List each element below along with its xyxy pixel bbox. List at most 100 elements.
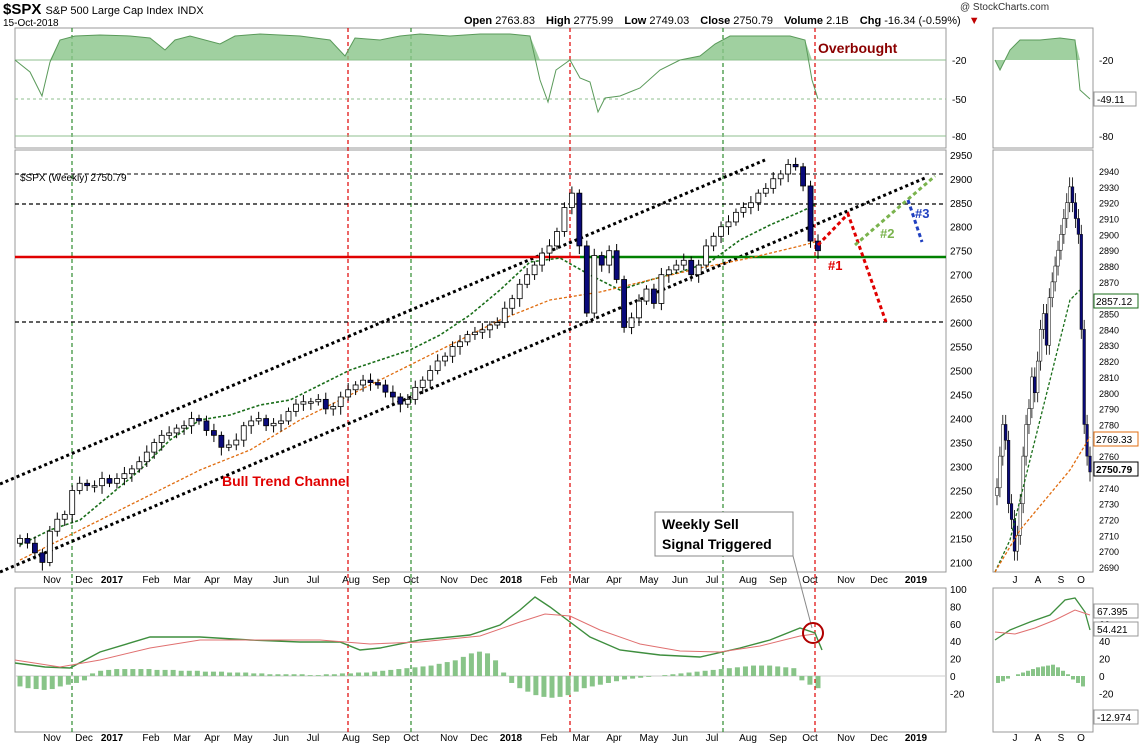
x-tick-label: May (640, 575, 659, 586)
inset-histogram-bar (1081, 676, 1085, 687)
x-tick-label: Nov (43, 575, 61, 586)
x-tick-label: Jul (706, 733, 719, 744)
histogram-bar (759, 665, 765, 676)
x-tick-label: Apr (606, 575, 622, 586)
histogram-bar (146, 669, 152, 676)
inset-oscillator-fill (995, 38, 1080, 70)
inset-y-tick-label: 2920 (1099, 199, 1119, 209)
weekly-candle (389, 391, 396, 398)
weekly-candle (710, 235, 717, 247)
inset-y-tick-label: 2890 (1099, 246, 1119, 256)
weekly-candle (494, 322, 501, 326)
weekly-candle (39, 552, 46, 563)
inset-candle (1024, 424, 1028, 457)
histogram-bar (509, 676, 515, 683)
inset-candle (1001, 424, 1005, 457)
weekly-candle (240, 425, 247, 441)
weekly-candle (61, 514, 68, 520)
weekly-candle (658, 274, 665, 304)
weekly-candle (472, 331, 478, 336)
histogram-bar (291, 674, 297, 676)
inset-fast-ma (994, 289, 1081, 573)
weekly-candle (785, 163, 792, 175)
x-tick-label: Jun (273, 575, 289, 586)
inset-histogram-bar (1031, 669, 1035, 676)
histogram-bar (307, 675, 313, 676)
histogram-bar (694, 671, 700, 676)
inset-main-frame (992, 149, 1094, 573)
weekly-candle (591, 255, 598, 314)
weekly-candle (598, 255, 605, 266)
inset-x-tick-label: J (1013, 575, 1018, 586)
weekly-candle (703, 245, 710, 266)
security-name: S&P 500 Large Cap Index (45, 5, 174, 17)
x-tick-label: Oct (802, 733, 818, 744)
x-tick-label: Sep (372, 575, 390, 586)
weekly-candle (434, 360, 441, 371)
weekly-candle (621, 279, 627, 328)
x-tick-label: Sep (372, 733, 390, 744)
overbought-label: Overbought (818, 40, 898, 56)
histogram-bar (267, 674, 273, 676)
bottom-tick-label: 80 (950, 602, 962, 613)
high-value: 2775.99 (573, 15, 614, 27)
histogram-bar (130, 669, 136, 676)
inset-histogram-bar (1066, 674, 1070, 676)
chg-label: Chg (859, 15, 882, 27)
weekly-candle (360, 379, 366, 386)
y-tick-label: 2900 (950, 175, 973, 186)
inset-oscillator-line (994, 37, 1091, 100)
x-tick-label: Feb (142, 575, 160, 586)
weekly-candle (509, 298, 516, 309)
histogram-bar (710, 669, 716, 676)
inset-histogram-bar (1006, 676, 1010, 679)
weekly-candle (404, 398, 411, 405)
histogram-bar (581, 676, 587, 689)
weekly-candle (345, 389, 352, 398)
top-panel-frame (14, 27, 947, 149)
weekly-candle (24, 538, 31, 544)
x-tick-label: 2018 (500, 575, 523, 586)
x-tick-label: Dec (870, 575, 888, 586)
inset-y-tick-label: 2730 (1099, 500, 1119, 510)
histogram-bar (90, 673, 96, 676)
inset-value-tag-box (1093, 461, 1139, 477)
weekly-candle (248, 420, 255, 427)
weekly-candle (143, 451, 150, 463)
x-tick-label: Apr (204, 575, 220, 586)
histogram-bar (81, 676, 87, 681)
y-tick-label: 2850 (950, 199, 973, 210)
weekly-candle (479, 329, 486, 333)
weekly-candle (322, 398, 329, 410)
weekly-candle (643, 288, 650, 302)
histogram-bar (686, 672, 692, 676)
histogram-bar (275, 674, 281, 676)
histogram-bar (122, 669, 128, 676)
projection-path-3 (906, 199, 924, 243)
weekly-candle (106, 478, 113, 484)
weekly-candle (762, 187, 769, 194)
inset-candle (1004, 424, 1008, 441)
histogram-bar (638, 676, 644, 678)
histogram-bar (73, 676, 79, 683)
callout-box (654, 511, 794, 557)
y-tick-label: 2300 (950, 463, 973, 474)
inset-y-tick-label: 2780 (1099, 420, 1119, 430)
inset-y-tick-label: 2760 (1099, 452, 1119, 462)
histogram-bar (525, 676, 531, 692)
weekly-candle (792, 163, 799, 168)
histogram-bar (815, 676, 821, 689)
x-tick-label: Mar (572, 733, 590, 744)
brand-logo: @ StockCharts.com (960, 2, 1050, 13)
weekly-candle (233, 439, 240, 446)
weekly-candle (651, 288, 657, 304)
inset-bottom-tag-box (1093, 709, 1139, 725)
histogram-bar (219, 671, 225, 676)
histogram-bar (702, 670, 708, 676)
weekly-candle (54, 518, 61, 532)
weekly-candle (568, 192, 575, 208)
weekly-candle (307, 401, 314, 404)
x-tick-label: Dec (470, 575, 488, 586)
weekly-candle (673, 264, 680, 271)
